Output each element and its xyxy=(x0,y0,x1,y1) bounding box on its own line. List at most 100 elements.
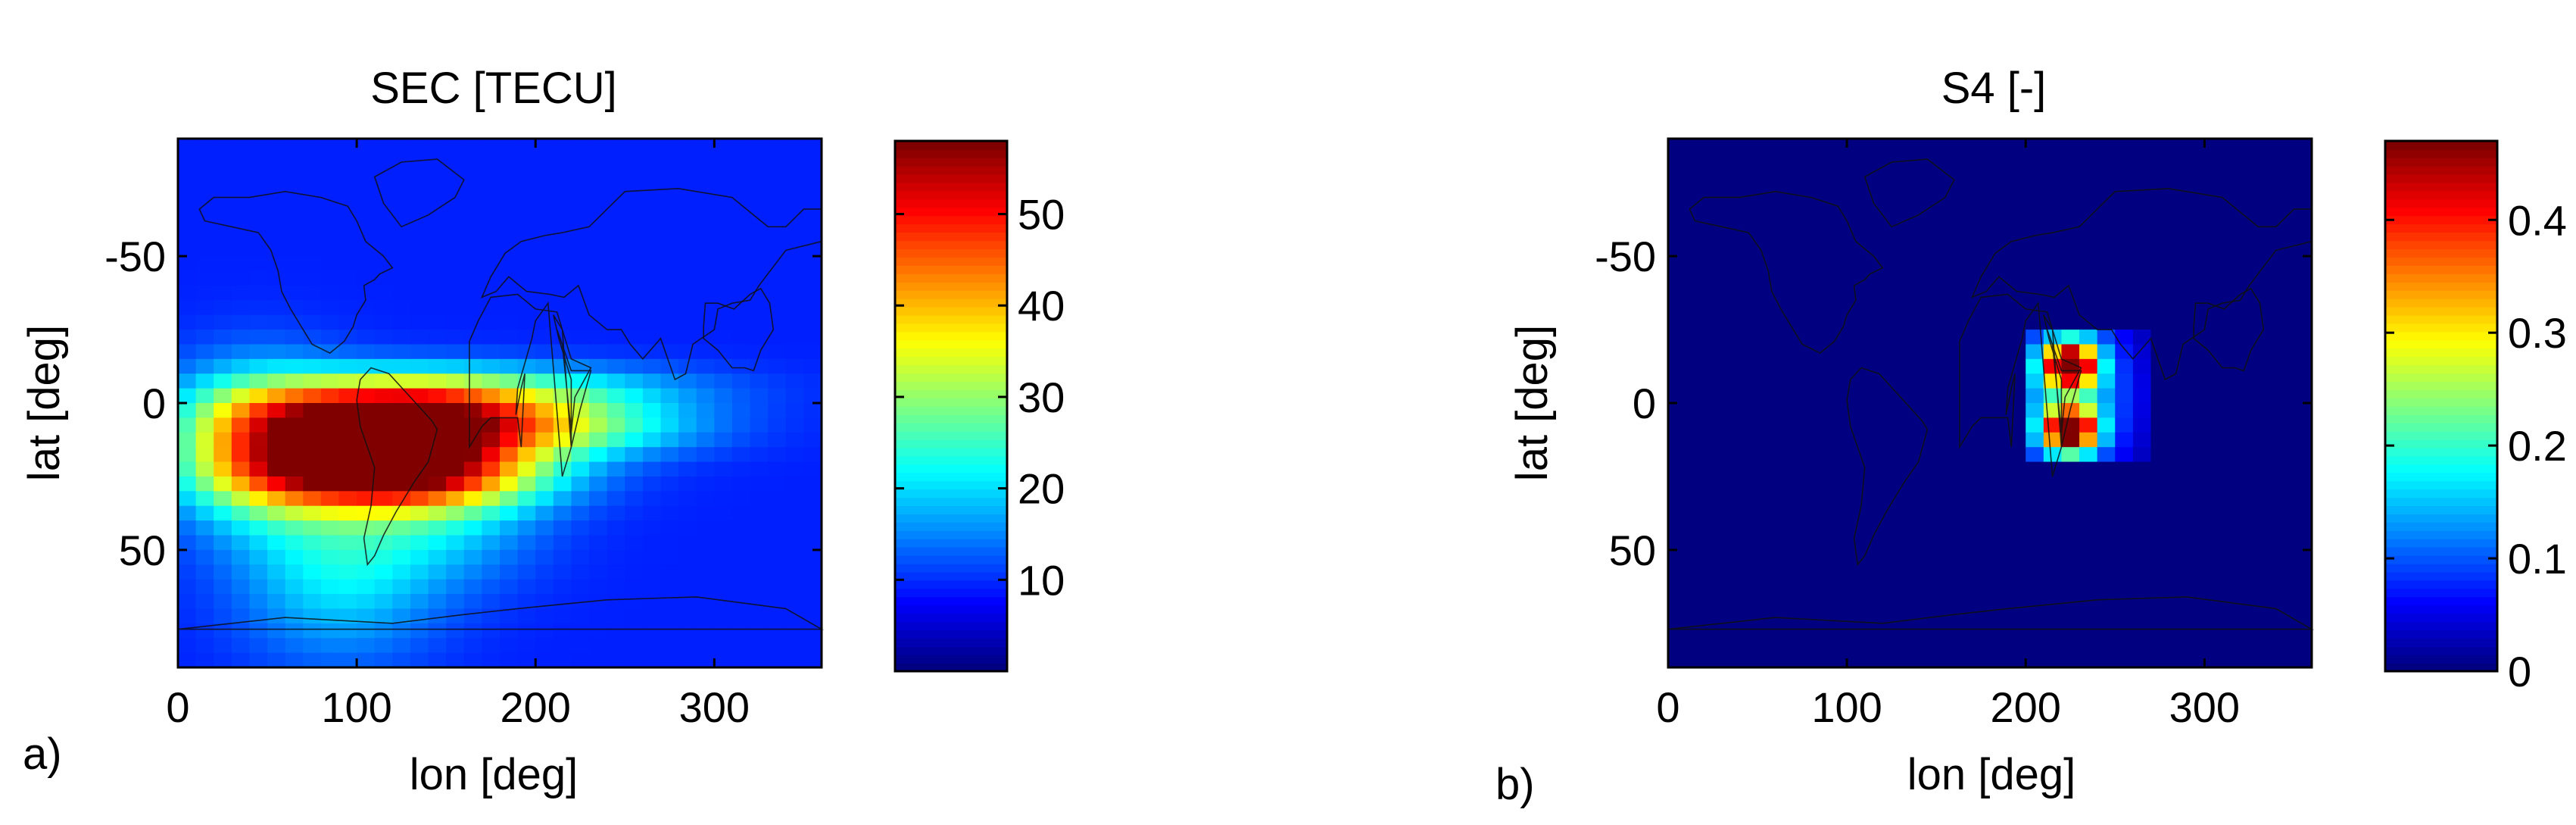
colorbar-segment xyxy=(895,555,1007,564)
heatmap-cell xyxy=(535,183,554,198)
heatmap-cell xyxy=(731,241,751,257)
heatmap-cell xyxy=(1775,403,1794,418)
heatmap-cell xyxy=(607,579,625,595)
heatmap-cell xyxy=(1972,564,1991,580)
heatmap-cell xyxy=(285,256,304,272)
heatmap-cell xyxy=(1829,520,1848,536)
heatmap-cell xyxy=(2097,183,2116,198)
colorbar-segment xyxy=(2385,563,2497,573)
heatmap-cell xyxy=(2186,330,2205,345)
heatmap-cell xyxy=(1936,549,1955,565)
heatmap-cell xyxy=(714,549,733,565)
heatmap-cell xyxy=(500,623,519,639)
heatmap-cell xyxy=(2204,491,2223,507)
heatmap-cell xyxy=(463,417,482,433)
heatmap-cell xyxy=(678,638,697,654)
heatmap-cell xyxy=(1704,638,1723,654)
heatmap-cell xyxy=(1810,314,1830,330)
heatmap-cell xyxy=(446,197,465,213)
heatmap-cell xyxy=(1721,285,1741,301)
y-tick-label: 0 xyxy=(142,380,166,427)
heatmap-cell xyxy=(642,638,662,654)
heatmap-cell xyxy=(553,535,572,551)
heatmap-cell xyxy=(768,608,787,624)
heatmap-cell xyxy=(1721,491,1741,507)
heatmap-cell xyxy=(338,608,357,624)
heatmap-cell xyxy=(320,227,340,242)
colorbar-segment xyxy=(895,430,1007,440)
heatmap-cell xyxy=(571,314,590,330)
heatmap-cell xyxy=(428,505,447,521)
heatmap-cell xyxy=(750,491,769,507)
heatmap-cell xyxy=(392,256,411,272)
heatmap-cell xyxy=(285,227,304,242)
heatmap-cell xyxy=(2294,535,2312,551)
heatmap-cell xyxy=(231,505,251,521)
heatmap-cell xyxy=(2150,638,2169,654)
heatmap-cell xyxy=(178,344,197,360)
heatmap-cell xyxy=(517,638,536,654)
heatmap-cell xyxy=(642,388,662,404)
heatmap-cell xyxy=(625,652,644,668)
colorbar-segment xyxy=(895,215,1007,225)
continent-outline-3 xyxy=(469,293,592,477)
heatmap-cell xyxy=(1882,241,1901,257)
heatmap-cell xyxy=(1793,344,1812,360)
heatmap-cell xyxy=(1990,153,2009,169)
heatmap-cell xyxy=(482,403,501,418)
heatmap-cell xyxy=(410,461,429,477)
heatmap-cell xyxy=(750,403,769,418)
heatmap-cell xyxy=(1936,638,1955,654)
heatmap-cell xyxy=(2169,373,2188,389)
heatmap-cell xyxy=(1793,211,1812,227)
heatmap-cell xyxy=(625,564,644,580)
heatmap-cell xyxy=(660,388,679,404)
sec-heatmap xyxy=(178,139,822,668)
heatmap-cell xyxy=(750,270,769,286)
heatmap-cell xyxy=(1829,344,1848,360)
heatmap-cell xyxy=(214,652,232,668)
heatmap-cell xyxy=(517,183,536,198)
heatmap-cell xyxy=(374,167,393,183)
heatmap-cell xyxy=(410,608,429,624)
heatmap-cell xyxy=(1739,432,1758,448)
heatmap-cell xyxy=(785,388,804,404)
heatmap-cell xyxy=(214,579,232,595)
heatmap-cell xyxy=(1936,388,1955,404)
heatmap-cell xyxy=(410,652,429,668)
heatmap-cell xyxy=(589,594,608,610)
heatmap-cell xyxy=(1936,330,1955,345)
heatmap-cell xyxy=(2132,447,2152,463)
heatmap-cell xyxy=(607,520,625,536)
heatmap-cell xyxy=(1668,153,1687,169)
heatmap-cell xyxy=(2294,638,2312,654)
heatmap-cell xyxy=(714,373,733,389)
heatmap-cell xyxy=(1918,285,1937,301)
heatmap-cell xyxy=(589,300,608,316)
heatmap-cell xyxy=(338,417,357,433)
heatmap-cell xyxy=(249,256,268,272)
heatmap-cell xyxy=(625,314,644,330)
heatmap-cell xyxy=(2150,388,2169,404)
heatmap-cell xyxy=(2115,300,2134,316)
heatmap-cell xyxy=(553,183,572,198)
heatmap-cell xyxy=(571,564,590,580)
heatmap-cell xyxy=(607,447,625,463)
heatmap-cell xyxy=(500,594,519,610)
heatmap-cell xyxy=(2007,256,2026,272)
heatmap-cell xyxy=(2043,300,2063,316)
heatmap-cell xyxy=(1757,564,1776,580)
heatmap-cell xyxy=(2007,153,2026,169)
heatmap-cell xyxy=(178,579,197,595)
heatmap-cell xyxy=(625,520,644,536)
heatmap-cell xyxy=(303,256,322,272)
heatmap-cell xyxy=(2043,535,2063,551)
heatmap-cell xyxy=(1739,300,1758,316)
heatmap-cell xyxy=(1810,270,1830,286)
heatmap-cell xyxy=(1793,520,1812,536)
heatmap-cell xyxy=(750,197,769,213)
heatmap-cell xyxy=(482,183,501,198)
heatmap-cell xyxy=(500,579,519,595)
heatmap-cell xyxy=(410,373,429,389)
heatmap-cell xyxy=(1847,432,1866,448)
